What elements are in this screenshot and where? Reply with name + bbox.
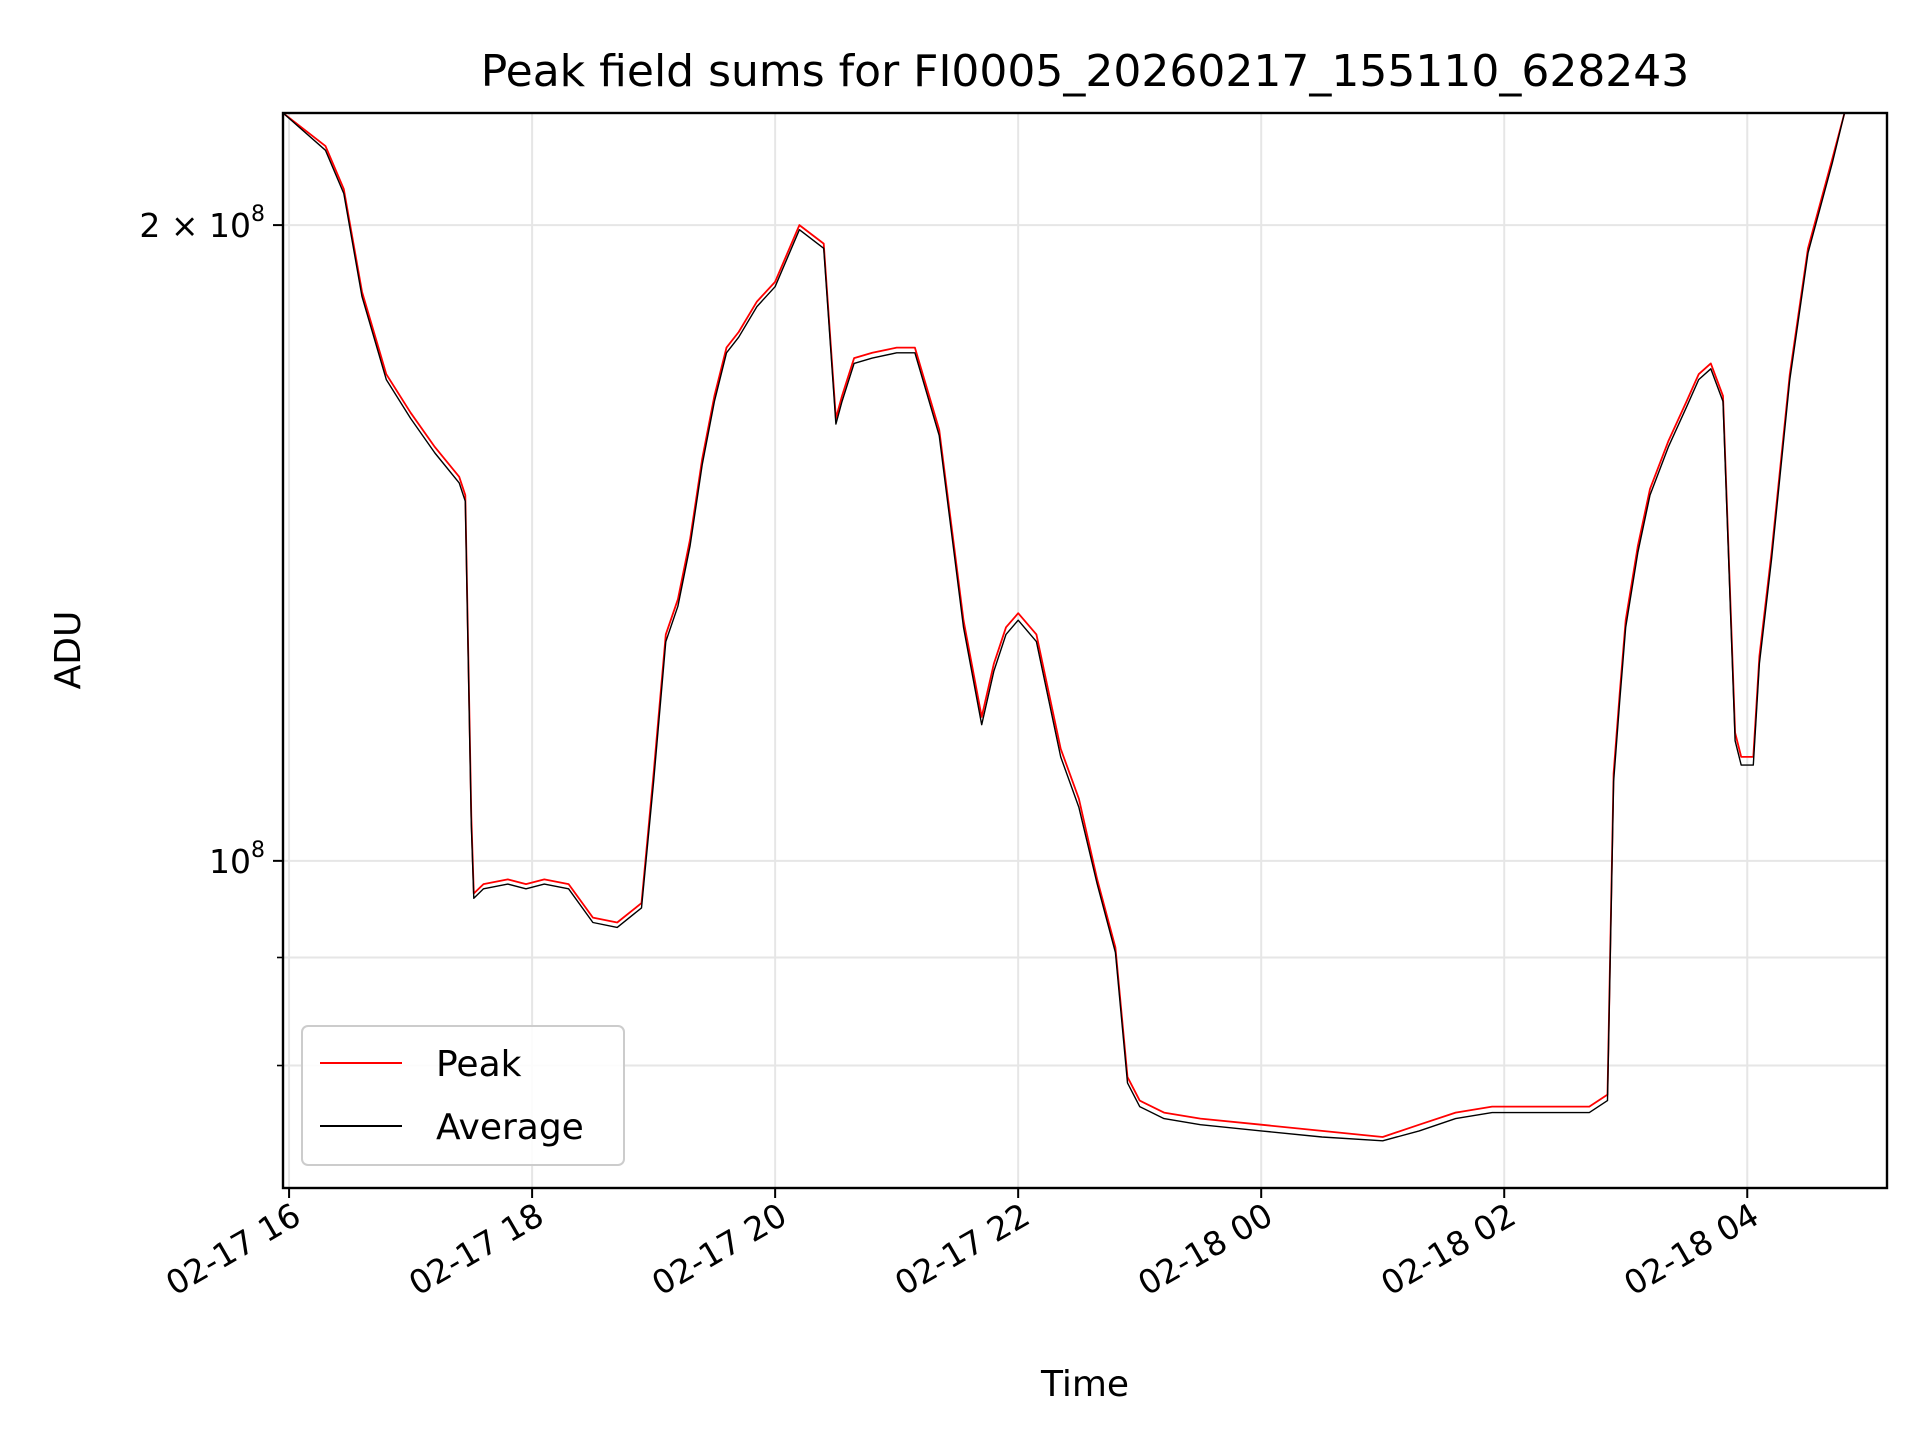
series-line-average xyxy=(283,113,1887,1142)
x-tick-label: 02-18 02 xyxy=(1374,1195,1522,1303)
legend-label-average: Average xyxy=(436,1107,584,1148)
y-tick-base: 2 × 10 xyxy=(139,206,251,245)
plot-lines xyxy=(283,113,1887,1142)
x-tick-label: 02-18 04 xyxy=(1617,1195,1765,1303)
y-tick-exponent: 8 xyxy=(251,202,265,227)
grid-lines xyxy=(283,113,1887,1188)
x-tick-label: 02-17 20 xyxy=(645,1195,793,1303)
x-axis: 02-17 16 02-17 18 02-17 20 02-17 22 02-18 00… xyxy=(159,1188,1765,1303)
x-tick-label: 02-18 00 xyxy=(1131,1195,1279,1303)
series-line-peak xyxy=(283,113,1887,1138)
y-tick-base: 10 xyxy=(209,842,251,881)
y-tick-label: 2 × 108 xyxy=(139,202,265,245)
legend-box xyxy=(301,1025,625,1166)
x-axis-label: Time xyxy=(1040,1364,1129,1405)
y-tick-exponent: 8 xyxy=(251,838,265,863)
y-tick-label: 108 xyxy=(209,838,265,881)
plot-frame xyxy=(281,111,1889,1190)
y-axis-label: ADU xyxy=(48,611,89,690)
x-tick-label: 02-17 18 xyxy=(402,1195,550,1303)
x-tick-label: 02-17 22 xyxy=(888,1195,1036,1303)
legend-label-peak: Peak xyxy=(436,1044,522,1085)
x-tick-label: 02-17 16 xyxy=(159,1195,307,1303)
chart-title: Peak field sums for FI0005_20260217_1551… xyxy=(481,46,1690,97)
legend: Peak Average xyxy=(301,1025,625,1166)
